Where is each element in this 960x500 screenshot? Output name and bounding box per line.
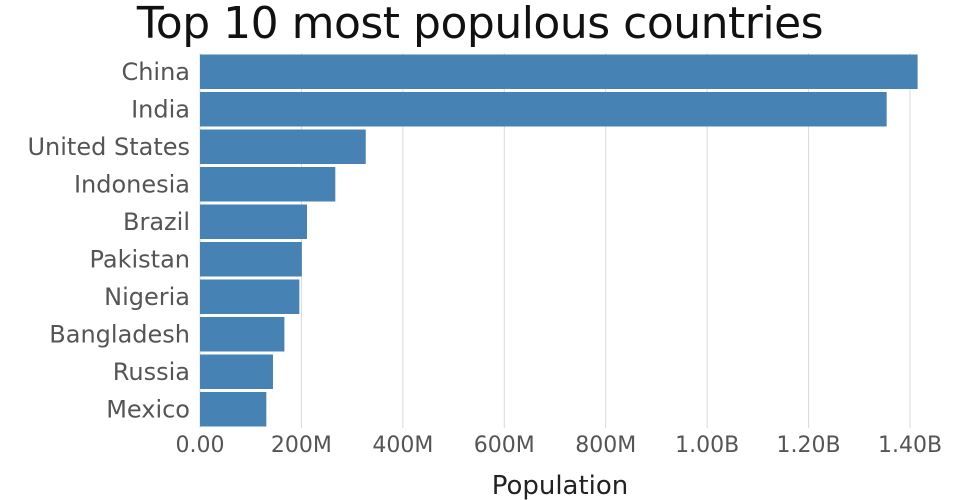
x-tick-label: 1.20B bbox=[777, 433, 841, 458]
x-tick-label: 0.00 bbox=[176, 433, 225, 458]
bar-united-states bbox=[200, 129, 366, 164]
bar-brazil bbox=[200, 204, 308, 239]
category-labels: China India United States Indonesia Brazil Pa… bbox=[27, 58, 190, 424]
bar-mexico bbox=[200, 392, 267, 427]
bar-china bbox=[200, 54, 918, 89]
bar-bangladesh bbox=[200, 317, 285, 352]
bars bbox=[200, 54, 918, 427]
category-label: United States bbox=[27, 133, 190, 161]
x-tick-label: 200M bbox=[271, 433, 332, 458]
category-label: Brazil bbox=[123, 208, 190, 236]
category-label: Mexico bbox=[106, 395, 190, 423]
x-tick-label: 400M bbox=[372, 433, 433, 458]
x-tick-labels: 0.00 200M 400M 600M 800M 1.00B 1.20B 1.40B bbox=[176, 433, 943, 458]
category-label: Pakistan bbox=[90, 245, 191, 273]
bar-india bbox=[200, 92, 887, 127]
chart-title: Top 10 most populous countries bbox=[136, 0, 824, 49]
x-tick-label: 1.00B bbox=[675, 433, 739, 458]
x-tick-label: 1.40B bbox=[878, 433, 942, 458]
bar-nigeria bbox=[200, 279, 300, 314]
category-label: Bangladesh bbox=[49, 320, 190, 348]
category-label: China bbox=[121, 58, 190, 86]
bar-russia bbox=[200, 354, 273, 389]
category-label: Nigeria bbox=[104, 283, 190, 311]
x-tick-label: 600M bbox=[474, 433, 535, 458]
category-label: India bbox=[131, 95, 190, 123]
bar-pakistan bbox=[200, 242, 302, 277]
category-label: Indonesia bbox=[74, 170, 190, 198]
category-label: Russia bbox=[113, 358, 190, 386]
bar-indonesia bbox=[200, 167, 336, 202]
x-axis-title: Population bbox=[492, 471, 629, 500]
x-tick-label: 800M bbox=[575, 433, 636, 458]
